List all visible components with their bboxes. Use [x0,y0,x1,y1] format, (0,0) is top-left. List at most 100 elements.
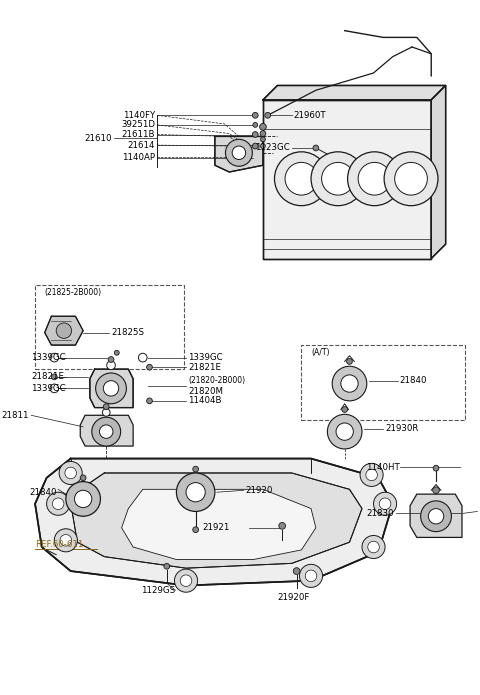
Circle shape [108,357,114,362]
Bar [35,284,184,369]
Circle shape [74,490,92,507]
Text: 21840: 21840 [399,376,427,385]
Circle shape [373,492,396,515]
Polygon shape [121,489,316,559]
Circle shape [96,373,126,404]
Circle shape [59,461,82,484]
Circle shape [50,353,59,362]
Circle shape [146,364,152,370]
Circle shape [92,417,120,446]
Text: 21825S: 21825S [111,328,144,337]
Text: 21840: 21840 [29,488,57,497]
Circle shape [253,122,258,127]
Text: 1140FY: 1140FY [123,111,155,120]
Circle shape [114,350,119,355]
Circle shape [175,569,198,592]
Circle shape [260,131,266,136]
Circle shape [102,409,110,416]
Circle shape [186,482,205,502]
Circle shape [379,498,391,509]
Circle shape [50,384,59,393]
Circle shape [193,466,199,472]
Circle shape [362,535,385,559]
Circle shape [47,492,70,515]
Circle shape [103,381,119,396]
Polygon shape [72,473,362,569]
Circle shape [336,423,353,441]
Circle shape [180,575,192,587]
Circle shape [51,374,57,379]
Circle shape [360,464,383,486]
Polygon shape [215,136,263,172]
Text: 1140AP: 1140AP [122,153,155,162]
Bar [301,345,465,420]
Text: 1123GC: 1123GC [255,143,290,152]
Circle shape [193,527,199,532]
Circle shape [348,152,401,206]
Circle shape [368,541,379,553]
Circle shape [341,375,358,392]
Polygon shape [80,416,133,446]
Circle shape [60,534,72,546]
Text: 21610: 21610 [84,134,112,143]
Polygon shape [90,369,133,407]
Circle shape [275,152,328,206]
Circle shape [138,353,147,362]
Polygon shape [35,459,393,585]
Text: 21821E: 21821E [188,363,221,372]
Text: 1339GC: 1339GC [31,353,66,362]
Text: REF.60-611: REF.60-611 [35,539,84,548]
Circle shape [384,152,438,206]
Circle shape [232,146,246,160]
Circle shape [428,509,444,524]
Circle shape [342,407,348,412]
Circle shape [52,498,64,509]
Text: 21921: 21921 [202,523,229,532]
Circle shape [261,144,265,149]
Circle shape [332,366,367,401]
Circle shape [265,113,271,118]
Text: 21920: 21920 [246,486,273,495]
Text: 21821E: 21821E [31,373,64,382]
Circle shape [261,137,265,142]
Text: (A/T): (A/T) [311,348,330,357]
Polygon shape [263,100,431,259]
Text: 21820M: 21820M [188,386,223,395]
Circle shape [66,482,100,516]
Circle shape [313,145,319,151]
Circle shape [285,163,318,195]
Circle shape [54,529,77,552]
Circle shape [293,568,300,575]
Circle shape [56,323,72,338]
Circle shape [347,359,352,364]
Circle shape [305,570,317,582]
Circle shape [226,139,252,166]
Circle shape [420,501,451,532]
Circle shape [99,425,113,439]
Circle shape [164,564,170,569]
Circle shape [395,163,427,195]
Polygon shape [431,85,445,259]
Circle shape [107,361,115,370]
Circle shape [327,414,362,449]
Circle shape [322,163,354,195]
Text: 39251D: 39251D [121,120,155,129]
Circle shape [252,113,258,118]
Polygon shape [410,494,462,537]
Circle shape [300,564,323,587]
Circle shape [279,523,286,529]
Circle shape [366,469,377,481]
Text: 21930R: 21930R [385,424,419,433]
Text: 11404B: 11404B [188,396,221,405]
Circle shape [65,467,76,479]
Circle shape [260,124,266,130]
Circle shape [433,465,439,471]
Circle shape [358,163,391,195]
Text: 21811: 21811 [2,411,29,420]
Polygon shape [45,316,83,345]
Circle shape [177,473,215,512]
Text: 1339GC: 1339GC [188,353,223,362]
Circle shape [252,131,258,138]
Circle shape [103,404,109,409]
Text: 1339GC: 1339GC [31,384,66,393]
